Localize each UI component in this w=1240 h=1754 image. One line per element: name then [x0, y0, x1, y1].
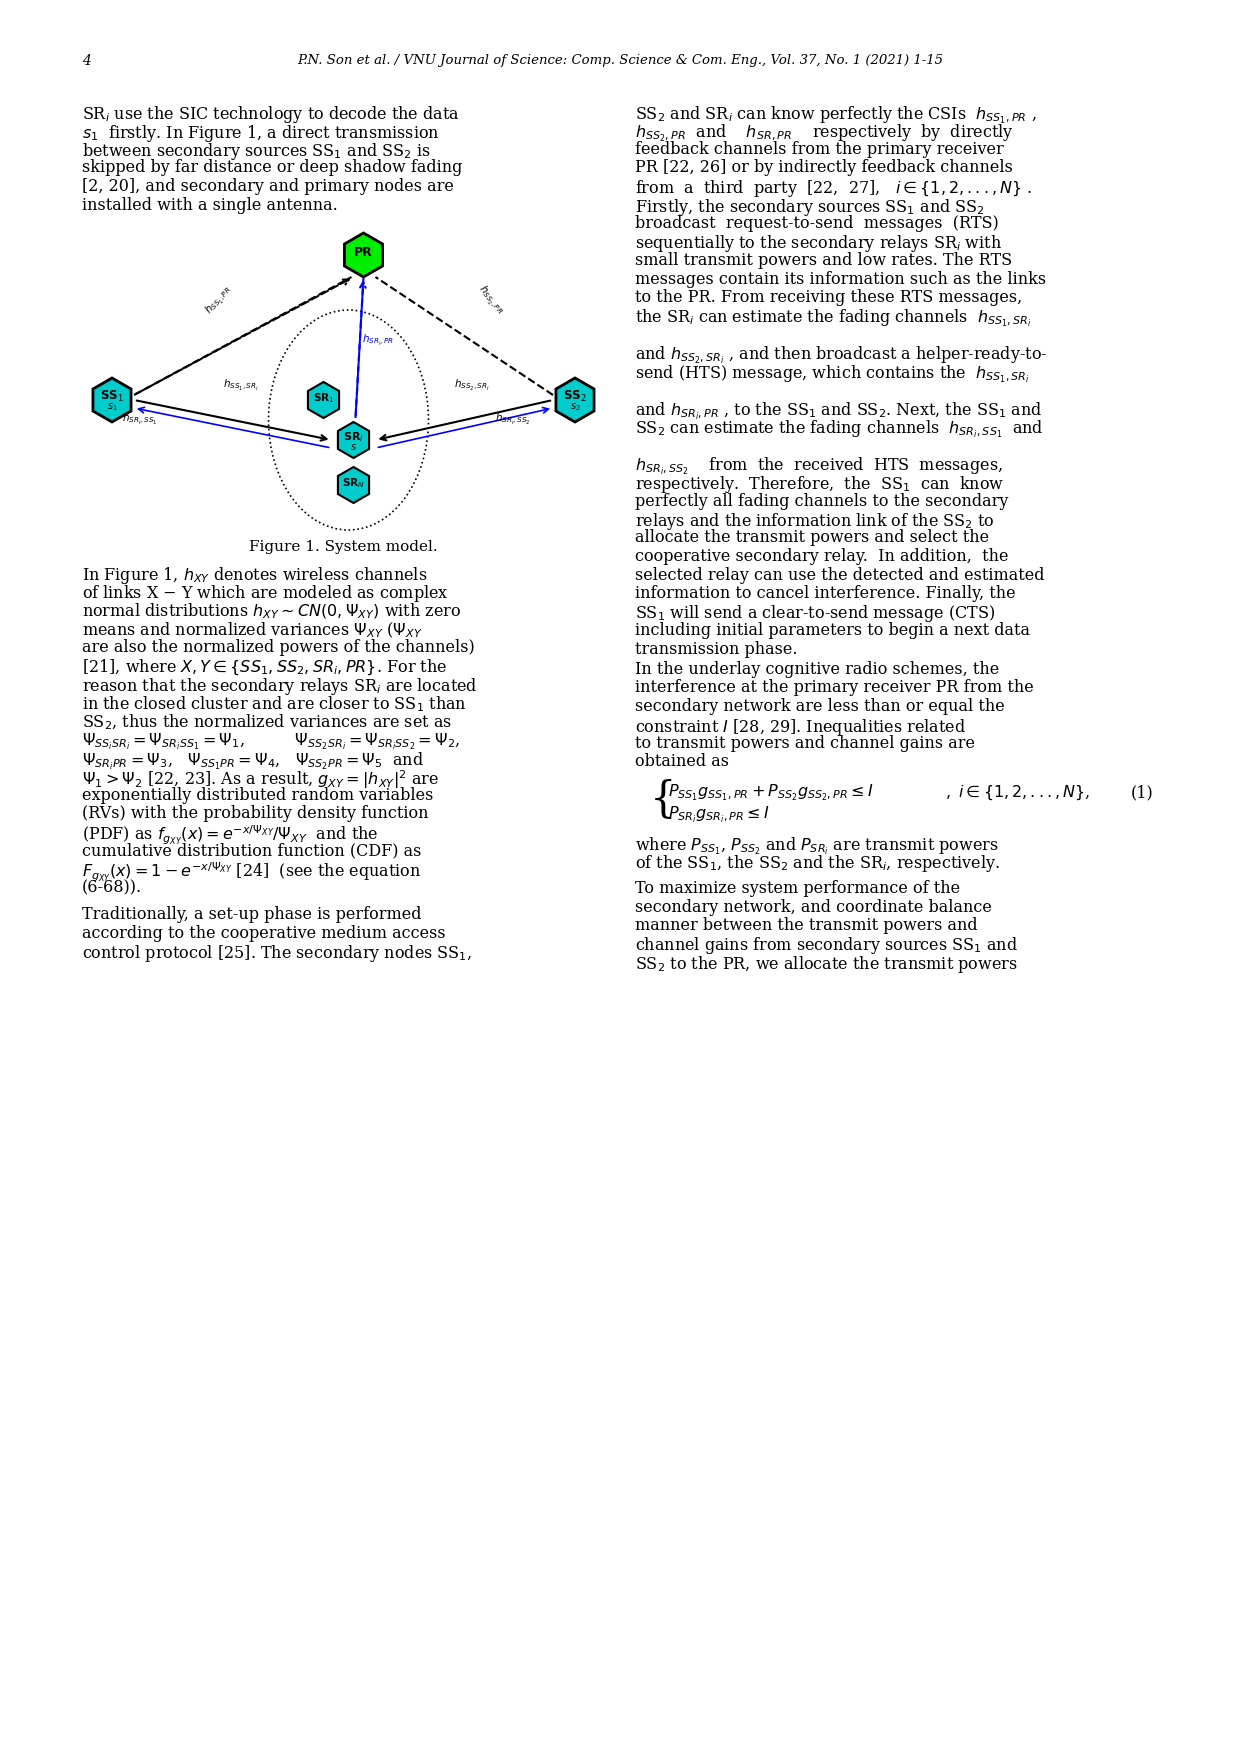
- Text: to the PR. From receiving these RTS messages,: to the PR. From receiving these RTS mess…: [635, 289, 1022, 305]
- Text: {: {: [650, 779, 677, 821]
- Text: between secondary sources SS$_1$ and SS$_2$ is: between secondary sources SS$_1$ and SS$…: [82, 140, 432, 161]
- Text: reason that the secondary relays SR$_i$ are located: reason that the secondary relays SR$_i$ …: [82, 675, 477, 696]
- Text: $h_{SR_i,SS_2}$    from  the  received  HTS  messages,: $h_{SR_i,SS_2}$ from the received HTS me…: [635, 456, 1003, 477]
- Text: $h_{SS_1,PR}$: $h_{SS_1,PR}$: [203, 282, 236, 317]
- Text: SS$_2$: SS$_2$: [563, 388, 587, 403]
- Text: $s_1$: $s_1$: [107, 402, 118, 412]
- Text: in the closed cluster and are closer to SS$_1$ than: in the closed cluster and are closer to …: [82, 695, 466, 714]
- Text: exponentially distributed random variables: exponentially distributed random variabl…: [82, 788, 433, 803]
- Text: allocate the transmit powers and select the: allocate the transmit powers and select …: [635, 530, 990, 547]
- Text: Traditionally, a set-up phase is performed: Traditionally, a set-up phase is perform…: [82, 907, 422, 923]
- Text: $F_{g_{XY}}(x) = 1 - e^{-x/\Psi_{XY}}$ [24]  (see the equation: $F_{g_{XY}}(x) = 1 - e^{-x/\Psi_{XY}}$ […: [82, 861, 422, 884]
- Text: respectively.  Therefore,  the  SS$_1$  can  know: respectively. Therefore, the SS$_1$ can …: [635, 474, 1004, 495]
- Text: manner between the transmit powers and: manner between the transmit powers and: [635, 917, 977, 933]
- Text: $P_{SS_1} g_{SS_1,PR} + P_{SS_2} g_{SS_2,PR} \leq I$: $P_{SS_1} g_{SS_1,PR} + P_{SS_2} g_{SS_2…: [668, 782, 874, 803]
- Text: In Figure 1, $h_{XY}$ denotes wireless channels: In Figure 1, $h_{XY}$ denotes wireless c…: [82, 565, 428, 586]
- Text: skipped by far distance or deep shadow fading: skipped by far distance or deep shadow f…: [82, 160, 463, 177]
- Text: To maximize system performance of the: To maximize system performance of the: [635, 881, 960, 896]
- Text: means and normalized variances $\Psi_{XY}$ ($\Psi_{XY}$: means and normalized variances $\Psi_{XY…: [82, 621, 423, 640]
- Text: Firstly, the secondary sources SS$_1$ and SS$_2$: Firstly, the secondary sources SS$_1$ an…: [635, 196, 985, 217]
- Text: messages contain its information such as the links: messages contain its information such as…: [635, 270, 1047, 288]
- Text: perfectly all fading channels to the secondary: perfectly all fading channels to the sec…: [635, 493, 1008, 509]
- Polygon shape: [93, 379, 131, 423]
- Text: (PDF) as $f_{g_{XY}}(x) = e^{-x/\Psi_{XY}}/\Psi_{XY}$  and the: (PDF) as $f_{g_{XY}}(x) = e^{-x/\Psi_{XY…: [82, 824, 378, 847]
- Polygon shape: [339, 467, 370, 503]
- Text: according to the cooperative medium access: according to the cooperative medium acce…: [82, 924, 445, 942]
- Text: constraint $I$ [28, 29]. Inequalities related: constraint $I$ [28, 29]. Inequalities re…: [635, 716, 966, 737]
- Text: selected relay can use the detected and estimated: selected relay can use the detected and …: [635, 567, 1044, 584]
- Text: (6-68)).: (6-68)).: [82, 879, 143, 896]
- Text: control protocol [25]. The secondary nodes SS$_1$,: control protocol [25]. The secondary nod…: [82, 944, 472, 965]
- Polygon shape: [308, 382, 339, 417]
- Text: $, \ i \in \{1, 2, ..., N\}$,: $, \ i \in \{1, 2, ..., N\}$,: [945, 784, 1090, 802]
- Text: $h_{SS_1,SR_i}$: $h_{SS_1,SR_i}$: [223, 379, 259, 393]
- Text: cumulative distribution function (CDF) as: cumulative distribution function (CDF) a…: [82, 842, 422, 859]
- Text: of links X $-$ Y which are modeled as complex: of links X $-$ Y which are modeled as co…: [82, 584, 449, 605]
- Text: send (HTS) message, which contains the  $h_{SS_1,SR_i}$: send (HTS) message, which contains the $…: [635, 363, 1030, 384]
- Text: SR$_i$: SR$_i$: [343, 430, 363, 444]
- Text: P.N. Son et al. / VNU Journal of Science: Comp. Science & Com. Eng., Vol. 37, No: P.N. Son et al. / VNU Journal of Science…: [298, 54, 942, 67]
- Text: $h_{SR_i,PR}$: $h_{SR_i,PR}$: [362, 333, 394, 347]
- Text: of the SS$_1$, the SS$_2$ and the SR$_i$, respectively.: of the SS$_1$, the SS$_2$ and the SR$_i$…: [635, 854, 999, 875]
- Polygon shape: [556, 379, 594, 423]
- Text: are also the normalized powers of the channels): are also the normalized powers of the ch…: [82, 638, 475, 656]
- Text: normal distributions $h_{XY} \sim CN(0,\Psi_{XY})$ with zero: normal distributions $h_{XY} \sim CN(0,\…: [82, 602, 461, 621]
- Text: $s$: $s$: [350, 442, 357, 453]
- Text: SR$_i$ use the SIC technology to decode the data: SR$_i$ use the SIC technology to decode …: [82, 103, 460, 125]
- Text: SR$_N$: SR$_N$: [342, 475, 365, 489]
- Text: interference at the primary receiver PR from the: interference at the primary receiver PR …: [635, 679, 1034, 696]
- Text: SS$_1$ will send a clear-to-send message (CTS): SS$_1$ will send a clear-to-send message…: [635, 603, 996, 624]
- Text: 4: 4: [82, 54, 91, 68]
- Text: installed with a single antenna.: installed with a single antenna.: [82, 196, 337, 214]
- Text: (RVs) with the probability density function: (RVs) with the probability density funct…: [82, 805, 429, 823]
- Text: $h_{SS_2,SR_i}$: $h_{SS_2,SR_i}$: [454, 379, 490, 393]
- Text: SS$_2$ can estimate the fading channels  $h_{SR_i,SS_1}$  and: SS$_2$ can estimate the fading channels …: [635, 419, 1044, 440]
- Text: obtained as: obtained as: [635, 754, 729, 770]
- Text: small transmit powers and low rates. The RTS: small transmit powers and low rates. The…: [635, 253, 1012, 268]
- Text: $h_{SS_2,PR}$: $h_{SS_2,PR}$: [474, 282, 507, 317]
- Text: to transmit powers and channel gains are: to transmit powers and channel gains are: [635, 735, 975, 752]
- Text: $\Psi_1 > \Psi_2$ [22, 23]. As a result, $g_{XY}=|h_{XY}|^2$ are: $\Psi_1 > \Psi_2$ [22, 23]. As a result,…: [82, 768, 439, 791]
- Text: SS$_2$ and SR$_i$ can know perfectly the CSIs  $h_{SS_1,PR}$ ,: SS$_2$ and SR$_i$ can know perfectly the…: [635, 103, 1037, 126]
- Polygon shape: [345, 233, 383, 277]
- Text: PR: PR: [355, 246, 373, 258]
- Text: relays and the information link of the SS$_2$ to: relays and the information link of the S…: [635, 510, 994, 531]
- Text: the SR$_i$ can estimate the fading channels  $h_{SS_1,SR_i}$: the SR$_i$ can estimate the fading chann…: [635, 307, 1032, 330]
- Text: $h_{SR_i,SS_1}$: $h_{SR_i,SS_1}$: [122, 412, 157, 426]
- Text: including initial parameters to begin a next data: including initial parameters to begin a …: [635, 623, 1030, 638]
- Text: secondary network are less than or equal the: secondary network are less than or equal…: [635, 698, 1004, 716]
- Text: SS$_2$ to the PR, we allocate the transmit powers: SS$_2$ to the PR, we allocate the transm…: [635, 954, 1018, 975]
- Text: broadcast  request-to-send  messages  (RTS): broadcast request-to-send messages (RTS): [635, 216, 998, 232]
- Text: (1): (1): [1130, 784, 1153, 802]
- Text: $h_{SS_2,PR}$  and    $h_{SR,PR}$    respectively  by  directly: $h_{SS_2,PR}$ and $h_{SR,PR}$ respective…: [635, 123, 1014, 144]
- Text: and $h_{SR_i,PR}$ , to the SS$_1$ and SS$_2$. Next, the SS$_1$ and: and $h_{SR_i,PR}$ , to the SS$_1$ and SS…: [635, 400, 1043, 421]
- Text: [2, 20], and secondary and primary nodes are: [2, 20], and secondary and primary nodes…: [82, 177, 454, 195]
- Text: Figure 1. System model.: Figure 1. System model.: [249, 540, 438, 554]
- Text: where $P_{SS_1}$, $P_{SS_2}$ and $P_{SR_i}$ are transmit powers: where $P_{SS_1}$, $P_{SS_2}$ and $P_{SR_…: [635, 835, 998, 856]
- Text: feedback channels from the primary receiver: feedback channels from the primary recei…: [635, 140, 1003, 158]
- Text: sequentially to the secondary relays SR$_i$ with: sequentially to the secondary relays SR$…: [635, 233, 1002, 254]
- Text: transmission phase.: transmission phase.: [635, 640, 797, 658]
- Text: In the underlay cognitive radio schemes, the: In the underlay cognitive radio schemes,…: [635, 661, 999, 679]
- Text: $P_{SR_i} g_{SR_i,PR} \leq I$: $P_{SR_i} g_{SR_i,PR} \leq I$: [668, 803, 770, 824]
- Text: $s_2$: $s_2$: [569, 402, 580, 412]
- Text: $h_{SR_i,SS_2}$: $h_{SR_i,SS_2}$: [495, 412, 531, 426]
- Text: SS$_1$: SS$_1$: [100, 388, 124, 403]
- Text: $s_1$  firstly. In Figure 1, a direct transmission: $s_1$ firstly. In Figure 1, a direct tra…: [82, 123, 440, 144]
- Text: [21], where $X,Y \in \{SS_1,SS_2,SR_i,PR\}$. For the: [21], where $X,Y \in \{SS_1,SS_2,SR_i,PR…: [82, 658, 448, 677]
- Text: SR$_1$: SR$_1$: [312, 391, 335, 405]
- Polygon shape: [339, 423, 370, 458]
- Text: from  a  third  party  [22,  27],   $i \in \{1,2,...,N\}$ .: from a third party [22, 27], $i \in \{1,…: [635, 177, 1032, 198]
- Text: $\Psi_{SR_i PR} = \Psi_3$,   $\Psi_{SS_1 PR} = \Psi_4$,   $\Psi_{SS_2 PR} = \Psi: $\Psi_{SR_i PR} = \Psi_3$, $\Psi_{SS_1 P…: [82, 751, 424, 772]
- Text: PR [22, 26] or by indirectly feedback channels: PR [22, 26] or by indirectly feedback ch…: [635, 160, 1013, 177]
- Text: cooperative secondary relay.  In addition,  the: cooperative secondary relay. In addition…: [635, 547, 1008, 565]
- Text: $\Psi_{SS_i SR_i} = \Psi_{SR_i SS_1} = \Psi_1$,          $\Psi_{SS_2 SR_i} = \Ps: $\Psi_{SS_i SR_i} = \Psi_{SR_i SS_1} = \…: [82, 731, 460, 752]
- Text: SS$_2$, thus the normalized variances are set as: SS$_2$, thus the normalized variances ar…: [82, 712, 451, 733]
- Text: information to cancel interference. Finally, the: information to cancel interference. Fina…: [635, 586, 1016, 602]
- Text: channel gains from secondary sources SS$_1$ and: channel gains from secondary sources SS$…: [635, 935, 1018, 956]
- Text: secondary network, and coordinate balance: secondary network, and coordinate balanc…: [635, 898, 992, 916]
- Text: and $h_{SS_2,SR_i}$ , and then broadcast a helper-ready-to-: and $h_{SS_2,SR_i}$ , and then broadcast…: [635, 344, 1048, 367]
